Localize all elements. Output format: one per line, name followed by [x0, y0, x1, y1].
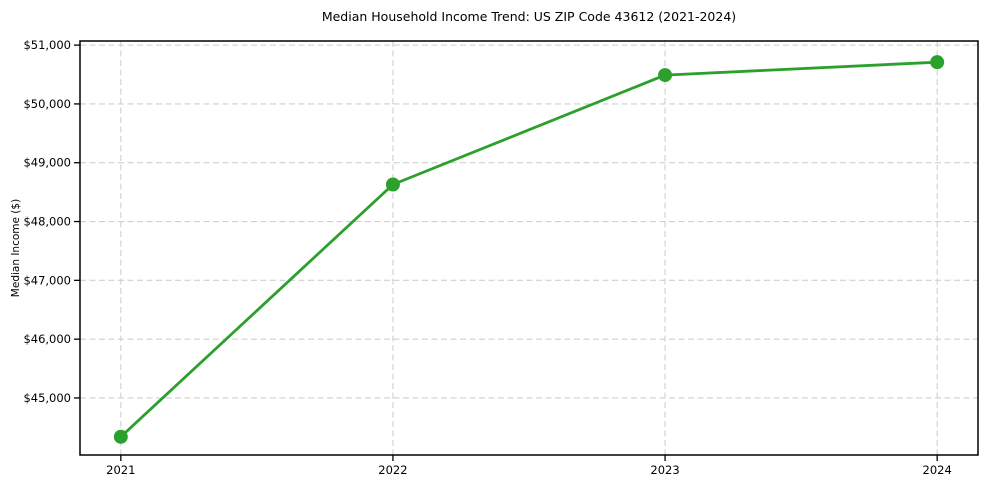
x-tick-label: 2022 [378, 463, 407, 477]
x-tick-label: 2024 [923, 463, 952, 477]
data-point [658, 68, 673, 83]
chart-title: Median Household Income Trend: US ZIP Co… [321, 9, 737, 24]
y-tick-label: $48,000 [23, 215, 71, 229]
y-tick-label: $51,000 [23, 38, 71, 52]
data-point [385, 177, 400, 192]
data-point [113, 429, 128, 444]
y-tick-label: $49,000 [23, 156, 71, 170]
data-line [119, 60, 939, 439]
x-tick-label: 2021 [106, 463, 135, 477]
axes-spines [79, 40, 979, 456]
data-point [930, 55, 945, 70]
y-tick-label: $45,000 [23, 391, 71, 405]
x-tick-label: 2023 [650, 463, 679, 477]
y-tick-label: $46,000 [23, 332, 71, 346]
y-tick-label: $50,000 [23, 97, 71, 111]
y-tick-label: $47,000 [23, 273, 71, 287]
